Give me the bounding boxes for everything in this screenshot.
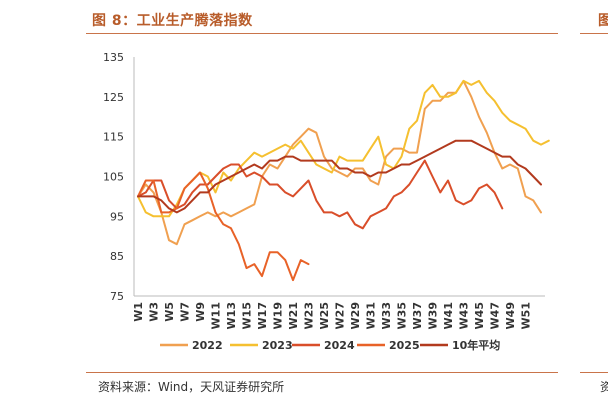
x-tick-label: W45 xyxy=(473,302,486,329)
x-tick-label: W33 xyxy=(380,302,393,329)
x-tick-label: W21 xyxy=(287,302,300,329)
adjacent-source-rule xyxy=(580,372,608,373)
y-tick-label: 85 xyxy=(110,250,124,263)
x-tick-label: W47 xyxy=(489,302,502,329)
legend-label: 2024 xyxy=(324,339,355,352)
series-line-2025 xyxy=(137,171,310,282)
x-tick-label: W51 xyxy=(520,302,533,329)
series-line-10年平均 xyxy=(137,139,542,214)
adjacent-panel-title: 图 xyxy=(598,13,608,29)
adjacent-panel-underline xyxy=(580,33,608,34)
x-tick-label: W9 xyxy=(194,302,207,322)
x-tick-label: W11 xyxy=(210,302,223,329)
legend-label: 2023 xyxy=(262,339,293,352)
title-underline xyxy=(86,33,558,34)
y-axis: 75 85 95 105 115 125 135 xyxy=(103,51,135,303)
x-tick-label: W7 xyxy=(179,302,192,322)
x-tick-label: W31 xyxy=(365,302,378,329)
legend-label: 2025 xyxy=(389,339,420,352)
legend-label: 2022 xyxy=(192,339,223,352)
x-tick-label: W27 xyxy=(334,302,347,329)
x-tick-label: W1 xyxy=(132,302,145,322)
x-tick-label: W3 xyxy=(148,302,161,322)
y-tick-label: 135 xyxy=(103,51,124,64)
y-tick-label: 105 xyxy=(103,171,124,184)
series-lines xyxy=(137,79,550,282)
source-rule xyxy=(86,372,558,373)
y-tick-label: 95 xyxy=(110,210,124,223)
x-tick-label: W13 xyxy=(225,302,238,329)
x-tick-label: W41 xyxy=(442,302,455,329)
y-tick-label: 125 xyxy=(103,91,124,104)
x-tick-label: W15 xyxy=(241,302,254,329)
x-tick-label: W17 xyxy=(256,302,269,329)
chart-title: 图 8：工业生产腾落指数 xyxy=(92,13,253,29)
x-tick-label: W43 xyxy=(458,302,471,329)
x-axis: W1 W3 W5 W7 W9 W11 W13 W15 W17 W19 W21 W23 W25 W27 W29… xyxy=(132,295,545,329)
adjacent-source-note: 资 xyxy=(600,380,608,394)
x-tick-label: W37 xyxy=(411,302,424,329)
legend-label: 10年平均 xyxy=(452,338,500,352)
y-tick-label: 75 xyxy=(110,290,124,303)
x-tick-label: W49 xyxy=(504,302,517,329)
x-tick-label: W29 xyxy=(349,302,362,329)
legend: 2022 2023 2024 2025 10年平均 xyxy=(160,338,500,352)
x-tick-label: W19 xyxy=(272,302,285,329)
x-tick-label: W39 xyxy=(427,302,440,329)
x-tick-label: W35 xyxy=(396,302,409,329)
series-line-2022 xyxy=(137,79,542,246)
series-line-2023 xyxy=(137,79,550,218)
x-tick-label: W5 xyxy=(163,302,176,322)
series-line-2024 xyxy=(137,159,504,230)
x-tick-label: W23 xyxy=(303,302,316,329)
y-tick-label: 115 xyxy=(103,131,124,144)
source-note: 资料来源：Wind，天风证券研究所 xyxy=(98,380,285,394)
x-tick-label: W25 xyxy=(318,302,331,329)
